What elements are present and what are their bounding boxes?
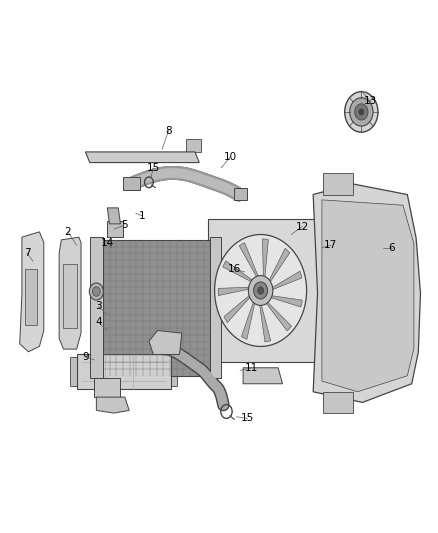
Polygon shape (107, 221, 123, 237)
Polygon shape (270, 271, 302, 290)
Text: 12: 12 (296, 222, 309, 231)
Text: 3: 3 (95, 302, 102, 311)
Polygon shape (241, 300, 255, 340)
Text: 15: 15 (147, 163, 160, 173)
Text: 6: 6 (389, 243, 396, 253)
Polygon shape (239, 243, 259, 279)
Circle shape (248, 276, 273, 305)
Polygon shape (218, 287, 251, 296)
Circle shape (345, 92, 378, 132)
Polygon shape (123, 177, 140, 190)
Polygon shape (63, 264, 77, 328)
Polygon shape (265, 301, 291, 331)
Polygon shape (224, 294, 252, 322)
Circle shape (359, 109, 364, 115)
Polygon shape (262, 239, 268, 280)
Circle shape (355, 104, 368, 120)
Polygon shape (243, 368, 283, 384)
Polygon shape (186, 139, 201, 152)
Text: 14: 14 (101, 238, 114, 247)
Text: 2: 2 (64, 227, 71, 237)
Circle shape (254, 282, 268, 299)
Polygon shape (94, 378, 120, 397)
Text: 9: 9 (82, 352, 89, 362)
Circle shape (89, 283, 103, 300)
Polygon shape (268, 248, 290, 284)
Polygon shape (20, 232, 44, 352)
Text: 15: 15 (241, 414, 254, 423)
Polygon shape (259, 302, 271, 342)
Text: 1: 1 (139, 211, 146, 221)
Polygon shape (223, 261, 254, 283)
Circle shape (258, 287, 264, 294)
Text: 13: 13 (364, 96, 377, 106)
Text: 10: 10 (223, 152, 237, 162)
Circle shape (215, 235, 307, 346)
Polygon shape (25, 269, 37, 325)
Text: 4: 4 (95, 318, 102, 327)
Polygon shape (208, 219, 318, 362)
Polygon shape (107, 208, 120, 224)
Polygon shape (323, 173, 353, 195)
Text: 11: 11 (245, 363, 258, 373)
Polygon shape (234, 188, 247, 200)
Polygon shape (77, 354, 171, 389)
Polygon shape (90, 237, 103, 378)
Text: 17: 17 (324, 240, 337, 250)
Text: 16: 16 (228, 264, 241, 274)
Polygon shape (70, 357, 77, 386)
Polygon shape (96, 397, 129, 413)
Polygon shape (103, 240, 210, 376)
Polygon shape (210, 237, 221, 378)
Polygon shape (59, 237, 81, 349)
Text: 8: 8 (165, 126, 172, 135)
Polygon shape (269, 295, 302, 307)
Polygon shape (322, 200, 414, 392)
Polygon shape (85, 152, 199, 163)
Polygon shape (323, 392, 353, 413)
Text: 5: 5 (121, 220, 128, 230)
Circle shape (350, 98, 373, 126)
Polygon shape (171, 357, 177, 386)
Polygon shape (149, 330, 182, 354)
Circle shape (92, 287, 100, 296)
Polygon shape (313, 184, 420, 402)
Text: 7: 7 (24, 248, 31, 258)
